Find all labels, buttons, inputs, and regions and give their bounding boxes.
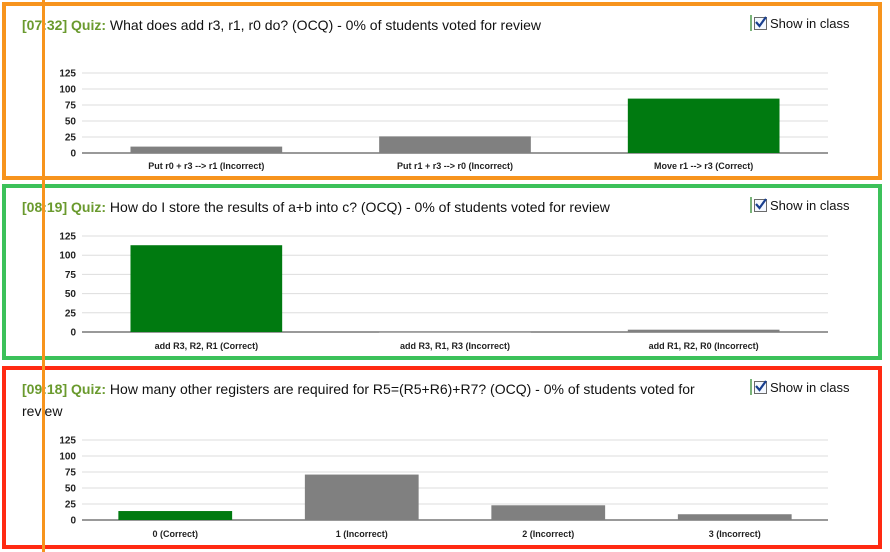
y-tick-label: 125 <box>59 69 76 80</box>
x-category-label: 0 (Correct) <box>152 529 198 539</box>
bar <box>677 514 792 520</box>
y-tick-label: 0 <box>70 516 76 527</box>
y-tick-label: 25 <box>65 308 77 319</box>
show-in-class-toggle[interactable]: Show in class <box>750 379 849 395</box>
y-tick-label: 50 <box>65 289 77 300</box>
quiz-panel-1: [07:32] Quiz: What does add r3, r1, r0 d… <box>2 2 882 180</box>
bar <box>379 331 531 333</box>
y-tick-label: 50 <box>65 484 77 495</box>
quiz-results-chart: 0 25 50 75 100 125 0 (Correct) 1 (Incorrect) 2 (… <box>59 436 828 539</box>
checkbox-checked-icon[interactable] <box>754 379 767 394</box>
quiz-label: Quiz: <box>71 17 107 33</box>
show-in-class-label: Show in class <box>770 197 850 213</box>
bar <box>130 146 283 153</box>
bar <box>627 98 780 153</box>
checkbox-checked-icon[interactable] <box>754 197 767 212</box>
bar <box>491 505 606 520</box>
y-tick-label: 25 <box>65 133 77 144</box>
bar <box>118 511 233 520</box>
quiz-results-chart: 0 25 50 75 100 125 Put r0 + r3 --> r1 (Incorre… <box>59 69 828 171</box>
quiz-panel-3: [09:18] Quiz: How many other registers a… <box>2 366 882 549</box>
y-tick-label: 100 <box>59 452 76 463</box>
quiz-panel-2: [08:19] Quiz: How do I store the results… <box>2 184 882 360</box>
x-category-label: add R1, R2, R0 (Incorrect) <box>649 341 759 351</box>
bar <box>627 329 780 332</box>
y-tick-label: 125 <box>59 232 76 243</box>
y-tick-label: 100 <box>59 85 76 96</box>
show-in-class-label: Show in class <box>770 379 850 395</box>
quiz-label: Quiz: <box>71 381 107 397</box>
x-category-label: add R3, R1, R3 (Incorrect) <box>400 341 510 351</box>
x-category-label: Put r0 + r3 --> r1 (Incorrect) <box>148 161 264 171</box>
x-category-label: Move r1 --> r3 (Correct) <box>654 161 753 171</box>
show-in-class-label: Show in class <box>770 15 850 31</box>
y-tick-label: 75 <box>65 101 77 112</box>
y-tick-label: 0 <box>70 328 76 339</box>
quiz-question-text: What does add r3, r1, r0 do? (OCQ) - 0% … <box>109 17 542 33</box>
bar <box>130 245 283 332</box>
x-category-label: 2 (Incorrect) <box>522 529 574 539</box>
quiz-label: Quiz: <box>71 199 107 215</box>
checkbox-checked-icon[interactable] <box>754 15 767 30</box>
show-in-class-toggle[interactable]: Show in class <box>750 15 849 31</box>
x-category-label: Put r1 + r3 --> r0 (Incorrect) <box>397 161 513 171</box>
x-category-label: add R3, R2, R1 (Correct) <box>155 341 259 351</box>
y-tick-label: 75 <box>65 468 77 479</box>
bar <box>379 136 531 153</box>
quiz-title: [08:19] Quiz: How do I store the results… <box>22 196 727 218</box>
y-tick-label: 100 <box>59 251 76 262</box>
x-category-label: 3 (Incorrect) <box>709 529 761 539</box>
y-tick-label: 125 <box>59 436 76 447</box>
y-tick-label: 75 <box>65 270 77 281</box>
timeline-marker <box>42 0 45 552</box>
quiz-title: [07:32] Quiz: What does add r3, r1, r0 d… <box>22 14 727 36</box>
bar <box>304 474 419 520</box>
y-tick-label: 25 <box>65 500 77 511</box>
show-in-class-toggle[interactable]: Show in class <box>750 197 849 213</box>
y-tick-label: 0 <box>70 149 76 160</box>
x-category-label: 1 (Incorrect) <box>336 529 388 539</box>
y-tick-label: 50 <box>65 117 77 128</box>
quiz-results-chart: 0 25 50 75 100 125 add R3, R2, R1 (Correct) add… <box>59 232 828 351</box>
quiz-question-text: How do I store the results of a+b into c… <box>109 199 610 215</box>
